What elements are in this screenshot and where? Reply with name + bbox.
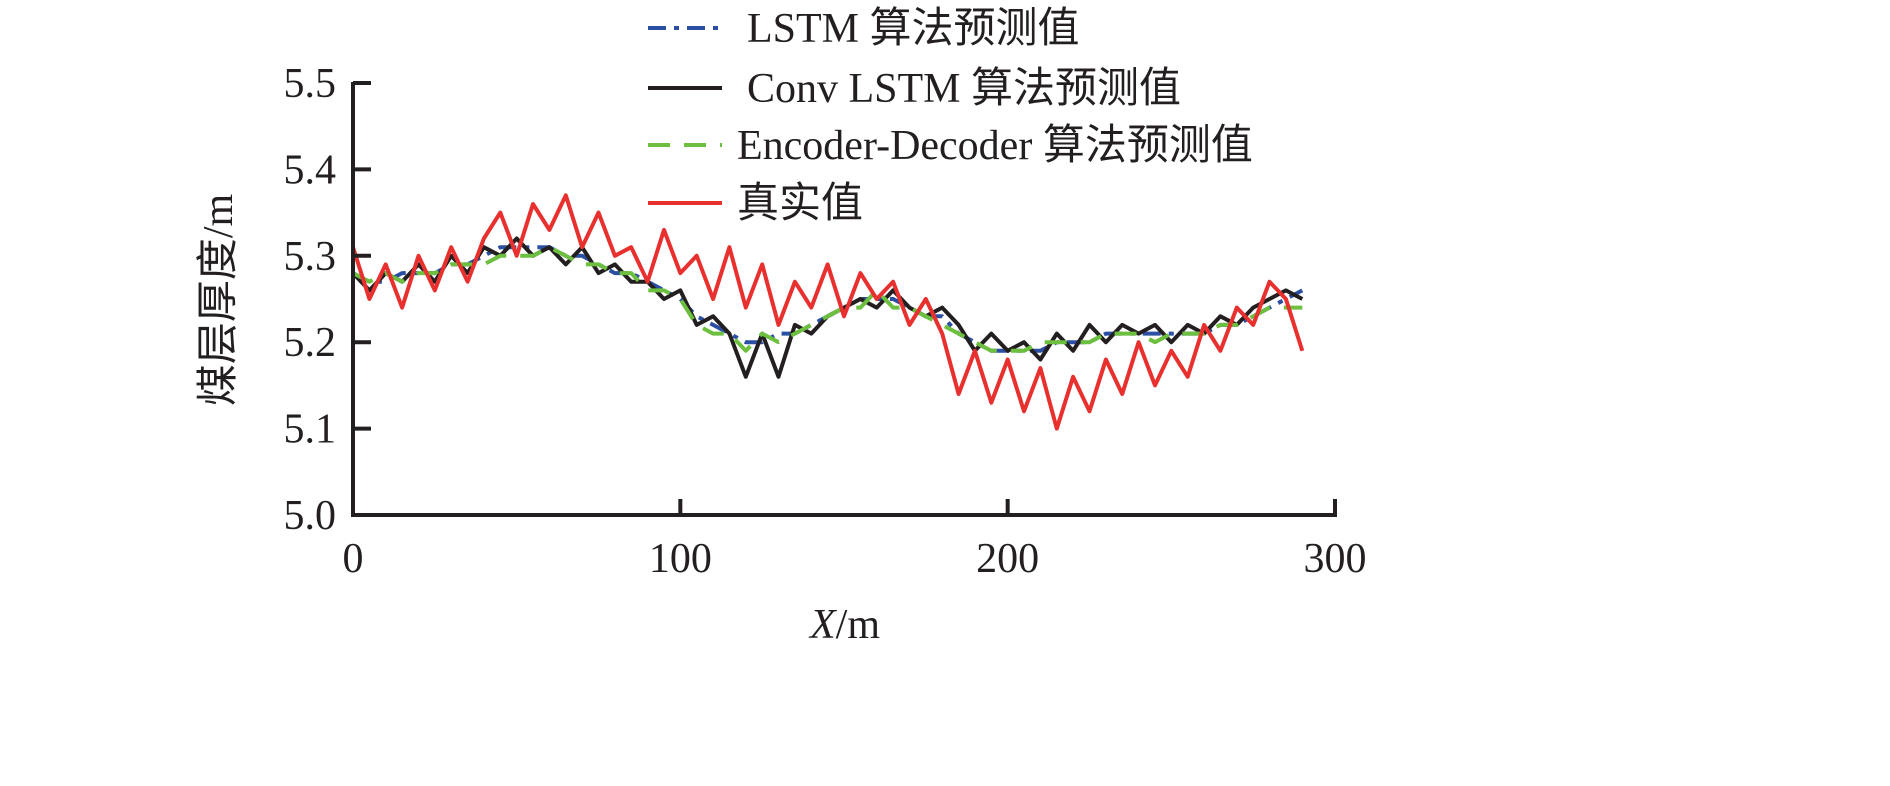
series-line-true-value <box>351 193 1305 431</box>
legend-item-encoder-decoder: Encoder-Decoder 算法预测值 <box>648 123 1253 169</box>
legend-item-lstm: LSTM 算法预测值 <box>648 6 1080 52</box>
legend: LSTM 算法预测值 Conv LSTM 算法预测值 Encoder-Decoder… <box>648 6 1253 227</box>
y-tick-label: 5.3 <box>284 234 337 280</box>
x-tick-label: 0 <box>343 536 364 582</box>
x-tick-label: 300 <box>1304 536 1367 582</box>
legend-label: LSTM 算法预测值 <box>747 6 1080 52</box>
y-tick-label: 5.2 <box>284 320 337 366</box>
y-tick-label: 5.0 <box>284 493 337 539</box>
legend-item-conv-lstm: Conv LSTM 算法预测值 <box>648 66 1181 112</box>
y-tick-label: 5.5 <box>284 61 337 107</box>
legend-label: Conv LSTM 算法预测值 <box>747 66 1181 112</box>
y-tick-label: 5.4 <box>284 147 337 193</box>
series-line-encoder-decoder <box>352 245 1303 353</box>
x-axis-label: X/m <box>808 602 880 648</box>
legend-label: 真实值 <box>737 180 863 227</box>
x-tick-label: 200 <box>976 536 1039 582</box>
y-axis-label: 煤层厚度/m <box>196 194 242 407</box>
series-lines <box>351 193 1305 431</box>
x-tick-label: 100 <box>649 536 712 582</box>
legend-item-true-value: 真实值 <box>648 180 863 227</box>
y-tick-label: 5.1 <box>284 407 337 453</box>
ticks: 0 100 200 300 5.0 5.1 5.2 5.3 5.4 5.5 <box>284 61 1367 582</box>
legend-label: Encoder-Decoder 算法预测值 <box>737 123 1253 169</box>
axes <box>351 82 1337 517</box>
